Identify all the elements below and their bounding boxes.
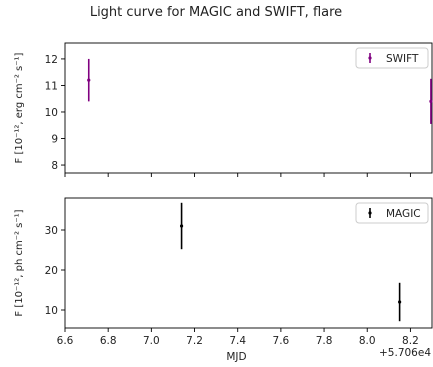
panel-swift: 8 9 10 11 12 F [10⁻¹², erg cm⁻² s⁻¹] SWIFT	[14, 42, 433, 177]
panel-magic: 6.6 6.8 7.0 7.2 7.4 7.6 7.8 8.0 8.2 10 20 30 F [10⁻¹…	[14, 197, 433, 363]
data-point	[179, 224, 184, 228]
plot-frame	[64, 42, 433, 174]
x-tick-label: 7.4	[229, 335, 246, 347]
x-tick-label: 6.6	[57, 335, 74, 347]
y-axis-label: F [10⁻¹², ph cm⁻² s⁻¹]	[14, 209, 25, 316]
x-tick-label: 7.6	[273, 335, 290, 347]
y-axis-label: F [10⁻¹², erg cm⁻² s⁻¹]	[14, 52, 25, 163]
data-point	[429, 99, 433, 103]
legend-marker-dot	[368, 56, 372, 60]
legend-box	[355, 47, 429, 69]
x-tick-label: 7.0	[143, 335, 160, 347]
y-tick-label: 11	[45, 80, 58, 92]
x-axis-label: MJD	[226, 351, 246, 363]
y-tick-label: 12	[45, 54, 58, 66]
data-point	[87, 78, 91, 82]
y-tick-label: 9	[51, 134, 58, 146]
y-tick-label: 10	[45, 107, 58, 119]
chart-title: Light curve for MAGIC and SWIFT, flare	[90, 5, 342, 20]
data-point	[398, 300, 402, 304]
legend-label: SWIFT	[386, 53, 419, 65]
legend-marker-dot	[368, 211, 372, 215]
x-tick-label: 7.8	[316, 335, 333, 347]
x-tick-label: 8.0	[359, 335, 376, 347]
y-tick-label: 30	[45, 225, 58, 237]
x-tick-label: 8.2	[402, 335, 419, 347]
y-tick-label: 8	[51, 160, 58, 172]
y-tick-label: 10	[45, 305, 58, 317]
y-tick-label: 20	[45, 265, 58, 277]
x-tick-label: 6.8	[100, 335, 117, 347]
legend-box	[355, 202, 429, 224]
x-offset-label: +5.706e4	[379, 347, 431, 359]
plot-frame	[64, 197, 433, 329]
x-tick-label: 7.2	[186, 335, 203, 347]
legend-label: MAGIC	[386, 208, 421, 220]
